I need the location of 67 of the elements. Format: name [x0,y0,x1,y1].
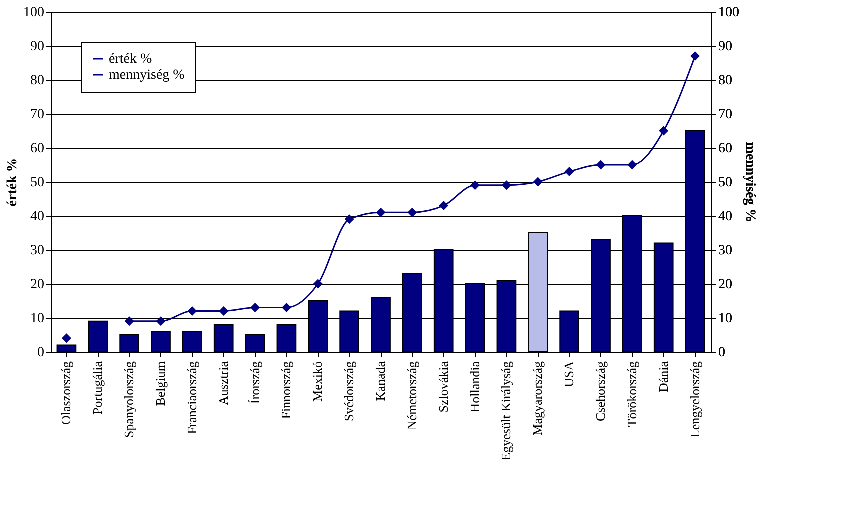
y-axis-title: érték % [6,158,20,207]
point [376,208,386,218]
x-tick-label: Törökország [624,361,640,428]
x-tick-label: Írország [247,361,262,404]
y2-tick-label: 60 [718,142,732,156]
y2-tick-label: 40 [718,210,732,224]
y-tick-label: 80 [30,74,44,88]
x-tick-label: USA [562,360,577,388]
point [628,160,638,170]
y2-tick-label: 10 [718,312,732,326]
y2-tick-label: 90 [718,40,732,54]
y-tick-label: 90 [30,40,44,54]
x-tick-label: Dánia [656,361,671,393]
x-tick-label: Portugália [90,361,106,415]
x-tick-label: Lengyelország [687,361,702,438]
x-tick-label: Svédország [342,361,357,422]
point [502,180,512,190]
y2-tick-label: 20 [718,278,732,292]
x-tick-label: Hollandia [467,361,482,413]
x-tick-label: Magyarország [530,361,546,436]
y2-axis-title: mennyiség % [742,142,758,223]
x-tick-label: Finnország [278,361,294,420]
y2-tick-label: 0 [718,346,726,360]
point [313,279,323,289]
x-tick-label: Olaszország [58,361,74,426]
point [564,167,574,177]
point [188,306,198,316]
x-tick-label: Belgium [153,362,168,406]
y2-tick-label: 100 [718,6,740,20]
y2-tick-label: 50 [718,176,732,190]
x-tick-label: Kanada [373,361,388,402]
point [62,334,72,344]
point [596,160,606,170]
legend-label: mennyiség % [109,68,186,83]
y-tick-label: 30 [30,244,44,258]
x-tick-label: Mexikó [310,362,326,402]
x-tick-label: Egyesült Királyság [498,361,514,461]
point [533,177,543,187]
y-tick-label: 50 [30,176,44,190]
y-tick-label: 100 [24,6,44,20]
point [439,201,449,211]
y2-tick-label: 70 [718,108,732,122]
point [282,303,292,313]
x-tick-label: Spanyolország [122,361,137,438]
point [156,316,166,326]
point [690,51,700,61]
x-tick-label: Szlovákia [436,361,451,413]
point [344,214,354,224]
point [250,303,260,313]
y-tick-label: 60 [30,142,44,156]
y-tick-label: 70 [30,108,44,122]
point [470,180,480,190]
point [124,316,134,326]
x-tick-label: Csehország [593,361,608,422]
x-tick-label: Ausztria [216,361,231,406]
y2-tick-label: 30 [718,244,732,258]
y-tick-label: 20 [30,278,44,292]
legend-label: érték % [109,52,152,67]
point [659,126,669,136]
point [408,208,418,218]
y2-tick-label: 80 [718,74,732,88]
y-tick-label: 10 [30,312,44,326]
point [219,306,229,316]
x-tick-label: Franciaország [184,361,200,434]
x-tick-label: Németország [404,361,420,430]
y-tick-label: 40 [30,210,44,224]
y-tick-label: 0 [38,346,44,360]
